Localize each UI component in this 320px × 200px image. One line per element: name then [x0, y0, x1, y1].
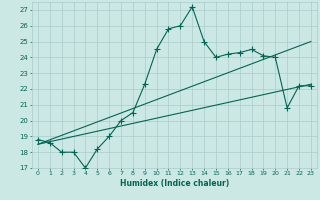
X-axis label: Humidex (Indice chaleur): Humidex (Indice chaleur) — [120, 179, 229, 188]
